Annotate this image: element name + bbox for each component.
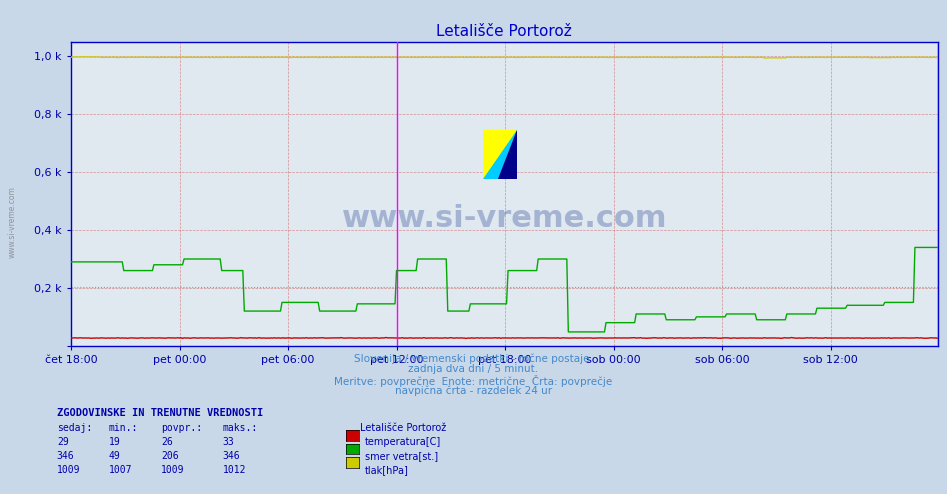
Text: Meritve: povprečne  Enote: metrične  Črta: povprečje: Meritve: povprečne Enote: metrične Črta:… — [334, 375, 613, 387]
Text: Slovenija / vremenski podatki - ročne postaje.: Slovenija / vremenski podatki - ročne po… — [354, 353, 593, 364]
Text: 346: 346 — [57, 451, 75, 461]
Text: 206: 206 — [161, 451, 179, 461]
Polygon shape — [483, 130, 517, 179]
Text: 1012: 1012 — [223, 465, 246, 475]
Text: min.:: min.: — [109, 423, 138, 433]
Text: temperatura[C]: temperatura[C] — [365, 437, 441, 447]
Text: tlak[hPa]: tlak[hPa] — [365, 465, 408, 475]
Text: sedaj:: sedaj: — [57, 423, 92, 433]
Text: 26: 26 — [161, 437, 172, 447]
Text: 29: 29 — [57, 437, 68, 447]
Text: zadnja dva dni / 5 minut.: zadnja dva dni / 5 minut. — [408, 364, 539, 374]
Text: 33: 33 — [223, 437, 234, 447]
Title: Letališče Portorož: Letališče Portorož — [437, 24, 572, 40]
Text: navpična črta - razdelek 24 ur: navpična črta - razdelek 24 ur — [395, 386, 552, 396]
Polygon shape — [483, 130, 517, 179]
Text: www.si-vreme.com: www.si-vreme.com — [342, 204, 667, 233]
Text: 1009: 1009 — [161, 465, 185, 475]
Text: maks.:: maks.: — [223, 423, 258, 433]
Text: 49: 49 — [109, 451, 120, 461]
Text: 1007: 1007 — [109, 465, 133, 475]
Polygon shape — [498, 130, 517, 179]
Text: ZGODOVINSKE IN TRENUTNE VREDNOSTI: ZGODOVINSKE IN TRENUTNE VREDNOSTI — [57, 408, 263, 417]
Text: 346: 346 — [223, 451, 241, 461]
Text: www.si-vreme.com: www.si-vreme.com — [8, 186, 17, 258]
Text: povpr.:: povpr.: — [161, 423, 202, 433]
Text: Letališče Portorož: Letališče Portorož — [360, 423, 446, 433]
Text: 19: 19 — [109, 437, 120, 447]
Text: 1009: 1009 — [57, 465, 80, 475]
Text: smer vetra[st.]: smer vetra[st.] — [365, 451, 438, 461]
